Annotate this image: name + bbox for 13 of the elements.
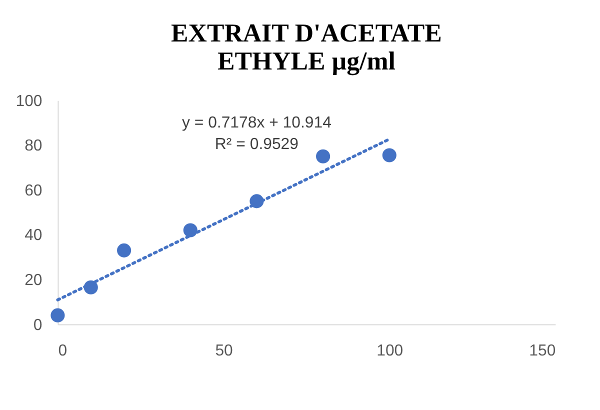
y-tick-label: 60 <box>24 182 42 200</box>
x-tick-label: 150 <box>529 342 556 360</box>
x-tick-label: 50 <box>215 342 234 360</box>
annotation: R² = 0.9529 <box>214 136 299 154</box>
y-tick-label: 40 <box>24 227 42 244</box>
y-tick-label: 20 <box>24 272 42 289</box>
chart-title: EXTRAIT D'ACETATE ETHYLE µg/ml <box>171 18 442 76</box>
x-tick-label: 100 <box>376 342 404 360</box>
y-tick-label: 0 <box>33 316 42 334</box>
x-tick-label: 0 <box>58 342 68 360</box>
y-tick-label: 80 <box>24 138 42 155</box>
annotation: y = 0.7178x + 10.914 <box>182 114 332 132</box>
y-tick-label: 100 <box>16 92 42 110</box>
